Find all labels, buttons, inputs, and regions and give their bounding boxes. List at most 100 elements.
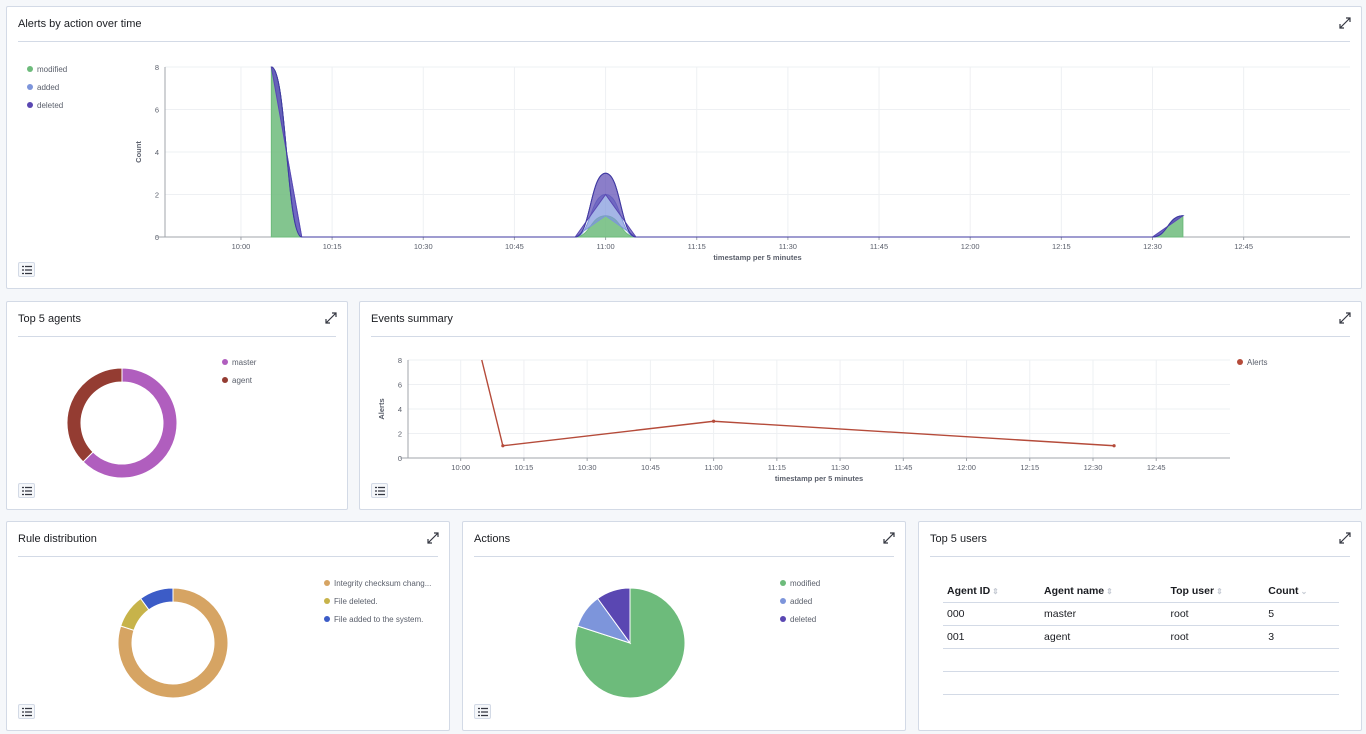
y-axis-title: Alerts bbox=[377, 398, 386, 419]
panel-events-summary: Events summary 0 2 4 6 8 10:00 10:15 10:30 10:45… bbox=[359, 301, 1362, 510]
x-tick-label: 12:45 bbox=[1147, 463, 1166, 472]
expand-icon[interactable] bbox=[882, 531, 896, 545]
x-tick-label: 10:30 bbox=[414, 242, 433, 251]
legend-item[interactable]: modified bbox=[780, 574, 820, 592]
sort-icon: ⌄ bbox=[1300, 587, 1308, 596]
table-row-empty bbox=[943, 648, 1339, 672]
cell-count: 5 bbox=[1264, 602, 1339, 626]
top-users-table: Agent ID ⇕ Agent name ⇕ Top user ⇕ Count ⌄ 0… bbox=[943, 580, 1339, 695]
panel-title: Events summary bbox=[371, 313, 453, 325]
pie-slice[interactable] bbox=[139, 587, 174, 611]
divider bbox=[930, 556, 1350, 557]
legend-label: added bbox=[790, 596, 813, 606]
legend-item[interactable]: Alerts bbox=[1237, 353, 1267, 371]
area-outline bbox=[270, 66, 1183, 238]
panel-actions: Actions modified added deleted bbox=[462, 521, 906, 731]
expand-icon[interactable] bbox=[1338, 16, 1352, 30]
x-axis-title: timestamp per 5 minutes bbox=[713, 253, 801, 262]
legend-swatch bbox=[27, 102, 33, 108]
y-tick-label: 8 bbox=[398, 356, 402, 365]
legend-item[interactable]: added bbox=[780, 592, 820, 610]
y-tick-label: 2 bbox=[155, 191, 159, 200]
legend-toggle-button[interactable] bbox=[371, 483, 388, 498]
panel-alerts-over-time: Alerts by action over time modified added… bbox=[6, 6, 1362, 289]
list-icon bbox=[375, 486, 385, 496]
x-tick-label: 12:15 bbox=[1020, 463, 1039, 472]
expand-icon[interactable] bbox=[1338, 531, 1352, 545]
legend-item[interactable]: master bbox=[222, 353, 256, 371]
legend-toggle-button[interactable] bbox=[18, 262, 35, 277]
line-series-alerts[interactable] bbox=[481, 359, 1115, 447]
divider bbox=[18, 556, 438, 557]
expand-icon[interactable] bbox=[426, 531, 440, 545]
column-header-agent-id[interactable]: Agent ID ⇕ bbox=[943, 580, 1041, 603]
legend-label: File deleted. bbox=[334, 596, 378, 606]
data-point[interactable] bbox=[501, 444, 505, 448]
x-tick-label: 11:30 bbox=[831, 463, 849, 472]
expand-icon[interactable] bbox=[1338, 311, 1352, 325]
legend-swatch bbox=[222, 359, 228, 365]
legend-swatch bbox=[780, 580, 786, 586]
donut-chart bbox=[117, 587, 229, 699]
expand-icon[interactable] bbox=[324, 311, 338, 325]
cell-top-user: root bbox=[1166, 625, 1265, 649]
sort-icon: ⇕ bbox=[1216, 587, 1223, 596]
panel-top-users: Top 5 users Agent ID ⇕ Agent name ⇕ Top us… bbox=[918, 521, 1362, 731]
legend-label: modified bbox=[790, 578, 821, 588]
chart-legend: Alerts bbox=[1237, 353, 1267, 371]
x-tick-label: 12:00 bbox=[961, 242, 980, 251]
legend-swatch bbox=[27, 66, 33, 72]
legend-swatch bbox=[780, 598, 786, 604]
column-header-top-user[interactable]: Top user ⇕ bbox=[1166, 580, 1265, 603]
legend-swatch bbox=[222, 377, 228, 383]
pie-slice[interactable] bbox=[66, 367, 123, 463]
legend-item[interactable]: deleted bbox=[780, 610, 820, 628]
column-header-agent-name[interactable]: Agent name ⇕ bbox=[1040, 580, 1167, 603]
legend-label: Alerts bbox=[1247, 357, 1268, 367]
y-axis-title: Count bbox=[134, 141, 143, 163]
cell-top-user: root bbox=[1166, 602, 1265, 626]
y-tick-label: 0 bbox=[398, 454, 402, 463]
cell-agent-name: master bbox=[1040, 602, 1167, 626]
x-tick-label: 11:15 bbox=[688, 242, 706, 251]
legend-label: deleted bbox=[37, 100, 64, 110]
legend-item[interactable]: deleted bbox=[27, 96, 67, 114]
x-tick-label: 12:30 bbox=[1084, 463, 1103, 472]
y-tick-label: 6 bbox=[155, 106, 159, 115]
line-chart: 0 2 4 6 8 10:00 10:15 10:30 10:45 11:00 11:15 11:30… bbox=[377, 356, 1230, 483]
legend-toggle-button[interactable] bbox=[18, 483, 35, 498]
cell-agent-id: 001 bbox=[943, 625, 1041, 649]
column-header-count[interactable]: Count ⌄ bbox=[1264, 580, 1339, 603]
x-tick-label: 11:45 bbox=[894, 463, 912, 472]
legend-item[interactable]: added bbox=[27, 78, 67, 96]
panel-title: Rule distribution bbox=[18, 533, 97, 545]
x-tick-label: 12:15 bbox=[1052, 242, 1071, 251]
pie-slice[interactable] bbox=[117, 587, 229, 699]
list-icon bbox=[478, 707, 488, 717]
legend-swatch bbox=[324, 616, 330, 622]
legend-item[interactable]: File deleted. bbox=[324, 592, 431, 610]
legend-label: master bbox=[232, 357, 257, 367]
y-tick-label: 8 bbox=[155, 63, 159, 72]
legend-label: Integrity checksum chang... bbox=[334, 578, 432, 588]
legend-label: deleted bbox=[790, 614, 817, 624]
legend-item[interactable]: File added to the system. bbox=[324, 610, 431, 628]
legend-label: agent bbox=[232, 375, 253, 385]
chart-legend: Integrity checksum chang... File deleted.… bbox=[324, 574, 431, 628]
legend-toggle-button[interactable] bbox=[18, 704, 35, 719]
legend-item[interactable]: Integrity checksum chang... bbox=[324, 574, 431, 592]
panel-title: Actions bbox=[474, 533, 511, 545]
chart-legend: modified added deleted bbox=[780, 574, 820, 628]
data-point[interactable] bbox=[712, 419, 716, 423]
legend-toggle-button[interactable] bbox=[474, 704, 491, 719]
pie-slice[interactable] bbox=[596, 587, 631, 645]
x-tick-label: 11:45 bbox=[870, 242, 888, 251]
legend-swatch bbox=[324, 580, 330, 586]
list-icon bbox=[22, 265, 32, 275]
legend-item[interactable]: modified bbox=[27, 60, 67, 78]
x-tick-label: 10:15 bbox=[515, 463, 534, 472]
legend-item[interactable]: agent bbox=[222, 371, 256, 389]
divider bbox=[474, 556, 894, 557]
x-tick-label: 10:45 bbox=[641, 463, 660, 472]
data-point[interactable] bbox=[1112, 444, 1116, 448]
